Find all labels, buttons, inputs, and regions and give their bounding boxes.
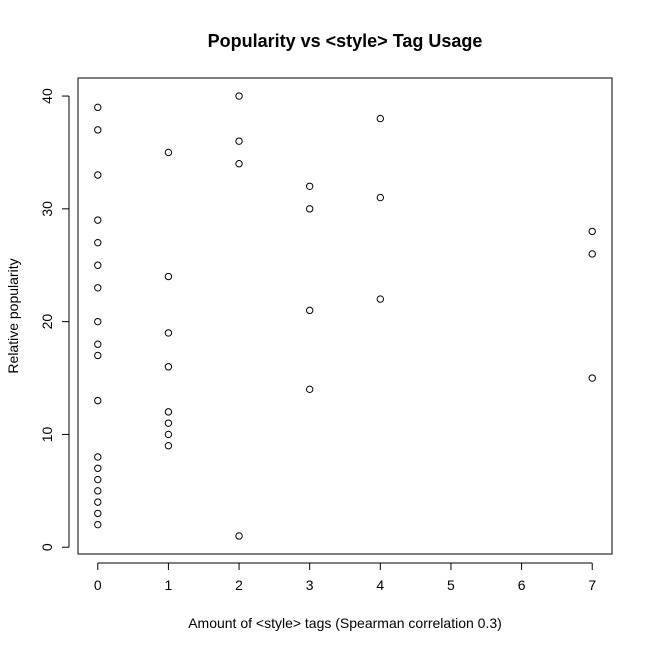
data-point (94, 261, 102, 269)
y-tick-label: 40 (39, 88, 55, 104)
data-point (164, 272, 173, 281)
x-tick-label: 6 (518, 577, 526, 593)
x-tick-label: 2 (235, 577, 243, 593)
data-point (94, 284, 102, 292)
data-point (376, 114, 385, 123)
data-point (94, 216, 102, 224)
data-point (94, 126, 102, 134)
x-tick-label: 5 (447, 577, 455, 593)
data-points (94, 92, 596, 540)
data-point (588, 374, 596, 382)
data-point (164, 329, 173, 337)
data-point (94, 487, 102, 495)
chart-title: Popularity vs <style> Tag Usage (208, 31, 483, 51)
data-point (164, 442, 173, 450)
y-tick-label: 30 (39, 201, 55, 217)
data-point (235, 532, 243, 540)
data-point (94, 351, 102, 360)
data-point (94, 238, 102, 247)
data-point (305, 385, 314, 394)
data-point (164, 148, 173, 157)
data-point (164, 408, 173, 416)
y-axis: 0 10 20 30 40 (39, 88, 70, 551)
x-tick-label: 0 (94, 577, 102, 593)
data-point (164, 430, 173, 439)
x-tick-label: 4 (376, 577, 384, 593)
data-point (376, 295, 385, 303)
data-point (305, 205, 314, 213)
plot-area (77, 77, 613, 555)
data-point (235, 160, 243, 168)
x-tick-label: 1 (165, 577, 173, 593)
x-tick-label: 7 (588, 577, 596, 593)
data-point (94, 103, 102, 112)
data-point (94, 475, 102, 484)
data-point (164, 419, 173, 427)
data-point (235, 92, 243, 100)
data-point (305, 182, 314, 190)
x-axis: 0 1 2 3 4 5 6 7 (94, 562, 596, 593)
data-point (376, 193, 385, 202)
x-tick-label: 3 (306, 577, 314, 593)
y-tick-label: 10 (39, 426, 55, 442)
data-point (94, 464, 102, 472)
data-point (235, 137, 243, 145)
x-axis-label: Amount of <style> tags (Spearman correla… (188, 615, 502, 631)
data-point (94, 171, 102, 179)
data-point (94, 520, 102, 529)
data-point (94, 453, 102, 461)
data-point (94, 396, 102, 405)
data-point (588, 227, 596, 236)
y-axis-label: Relative popularity (5, 258, 21, 373)
data-point (94, 509, 102, 518)
data-point (94, 498, 102, 506)
data-point (94, 340, 102, 348)
y-tick-label: 20 (39, 314, 55, 330)
data-point (94, 317, 102, 326)
y-tick-label: 0 (39, 543, 55, 551)
data-point (164, 363, 173, 371)
data-point (305, 306, 314, 315)
data-point (588, 250, 596, 258)
